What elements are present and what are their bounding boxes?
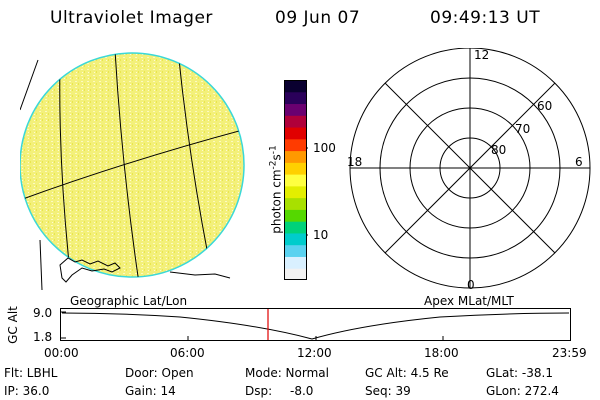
colorbar-segment bbox=[284, 91, 307, 105]
time-tick-0000: 00:00 bbox=[44, 346, 79, 360]
status-door: Door: Open bbox=[125, 366, 194, 380]
colorbar-segment bbox=[284, 268, 307, 280]
colorbar-segment bbox=[284, 150, 307, 163]
colorbar-segment bbox=[284, 221, 307, 234]
colorbar-tick-10: 10 bbox=[313, 228, 329, 242]
time-tick-1200: 12:00 bbox=[297, 346, 332, 360]
status-dsp-value: -8.0 bbox=[290, 384, 314, 398]
coastline bbox=[169, 271, 231, 279]
status-gain: Gain: 14 bbox=[125, 384, 176, 398]
colorbar-segment bbox=[284, 197, 307, 210]
unit-text: s bbox=[269, 154, 284, 161]
status-glon: GLon: 272.4 bbox=[486, 384, 559, 398]
coastline bbox=[59, 257, 121, 283]
lat-label-60: 60 bbox=[537, 99, 552, 113]
mlt-label-0: 0 bbox=[467, 278, 475, 292]
colorbar-segment bbox=[284, 232, 307, 246]
altitude-timeline bbox=[60, 308, 571, 341]
colorbar-segment bbox=[284, 103, 307, 116]
status-glat: GLat: -38.1 bbox=[486, 366, 553, 380]
status-gc-alt: GC Alt: 4.5 Re bbox=[365, 366, 449, 380]
colorbar-segment bbox=[284, 174, 307, 187]
date-label: 09 Jun 07 bbox=[275, 8, 361, 28]
polar-plot: 12 18 6 0 60 70 80 bbox=[347, 48, 591, 292]
geo-latlon-label: Geographic Lat/Lon bbox=[70, 294, 188, 308]
unit-sup: -2 bbox=[268, 160, 279, 170]
colorbar-segment bbox=[284, 185, 307, 199]
mlt-label-6: 6 bbox=[575, 155, 583, 169]
meridian-outside bbox=[20, 59, 39, 111]
colorbar-segment bbox=[284, 256, 307, 269]
geographic-image bbox=[20, 52, 245, 291]
colorbar-segment bbox=[284, 138, 307, 152]
colorbar bbox=[284, 80, 308, 280]
altitude-curve bbox=[61, 312, 570, 340]
latitude-line bbox=[20, 127, 244, 201]
unit-text: photon cm bbox=[269, 169, 284, 234]
colorbar-unit-label: photon cm-2s-1 bbox=[269, 110, 284, 270]
alt-tick-bottom: 1.8 bbox=[33, 330, 53, 344]
alt-tick-top: 9.0 bbox=[33, 306, 53, 320]
unit-sup: -1 bbox=[268, 145, 279, 155]
earth-disk bbox=[20, 52, 245, 278]
status-ip: IP: 36.0 bbox=[4, 384, 50, 398]
status-seq: Seq: 39 bbox=[365, 384, 411, 398]
colorbar-segment bbox=[284, 162, 307, 175]
lat-label-80: 80 bbox=[491, 143, 506, 157]
time-label: 09:49:13 UT bbox=[430, 8, 541, 28]
time-tick-2359: 23:59 bbox=[552, 346, 587, 360]
lat-label-70: 70 bbox=[515, 122, 530, 136]
colorbar-segment bbox=[284, 209, 307, 222]
longitude-line bbox=[114, 53, 141, 277]
time-tick-1800: 18:00 bbox=[424, 346, 459, 360]
colorbar-tick-100: 100 bbox=[313, 141, 336, 155]
colorbar-segment bbox=[284, 127, 307, 140]
status-dsp: Dsp: bbox=[245, 384, 273, 398]
app-title: Ultraviolet Imager bbox=[50, 8, 213, 28]
status-mode: Mode: Normal bbox=[245, 366, 329, 380]
mlt-label-12: 12 bbox=[474, 48, 489, 62]
polar-diagonal bbox=[384, 82, 556, 254]
time-tick-0600: 06:00 bbox=[170, 346, 205, 360]
status-filter: Flt: LBHL bbox=[4, 366, 58, 380]
colorbar-segment bbox=[284, 244, 307, 257]
gc-alt-ylabel: GC Alt bbox=[5, 306, 20, 344]
mlt-label-18: 18 bbox=[347, 155, 362, 169]
meridian-outside bbox=[39, 239, 43, 291]
colorbar-segment bbox=[284, 115, 307, 128]
colorbar-segment bbox=[284, 80, 307, 93]
apex-mlat-mlt-label: Apex MLat/MLT bbox=[424, 294, 514, 308]
